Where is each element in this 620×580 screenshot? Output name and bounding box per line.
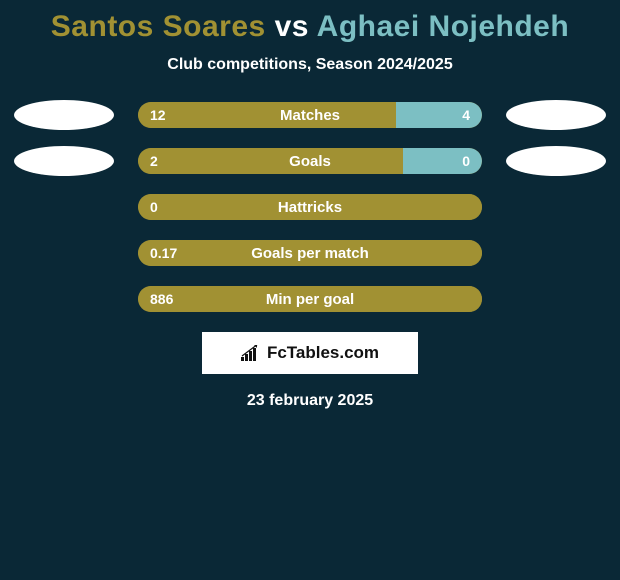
bar-segment-p1: 2 [138, 148, 403, 174]
fctables-logo: FcTables.com [202, 332, 418, 374]
vs-text: vs [275, 10, 309, 43]
subtitle: Club competitions, Season 2024/2025 [0, 56, 620, 74]
stat-bar: 886Min per goal [138, 286, 482, 312]
stat-value-p1: 2 [138, 153, 170, 169]
bar-segment-p1: 0 [138, 194, 482, 220]
player1-ellipse [14, 100, 114, 130]
stat-value-p1: 886 [138, 291, 185, 307]
player2-ellipse [506, 146, 606, 176]
logo-text: FcTables.com [267, 343, 379, 363]
title: Santos Soares vs Aghaei Nojehdeh [0, 10, 620, 44]
stat-bar: 124Matches [138, 102, 482, 128]
stat-value-p2: 0 [450, 153, 482, 169]
comparison-infographic: Santos Soares vs Aghaei Nojehdeh Club co… [0, 0, 620, 410]
date: 23 february 2025 [0, 392, 620, 410]
stat-row: 124Matches [0, 102, 620, 128]
player2-name: Aghaei Nojehdeh [317, 10, 570, 43]
player1-name: Santos Soares [51, 10, 266, 43]
stat-value-p1: 0.17 [138, 245, 189, 261]
bar-segment-p1: 886 [138, 286, 482, 312]
bar-segment-p2: 0 [403, 148, 482, 174]
bar-segment-p1: 12 [138, 102, 396, 128]
stat-bar: 00Hattricks [138, 194, 482, 220]
stat-value-p1: 0 [138, 199, 170, 215]
stat-value-p1: 12 [138, 107, 178, 123]
player1-ellipse [14, 146, 114, 176]
stat-value-p2: 4 [450, 107, 482, 123]
stat-row: 20Goals [0, 148, 620, 174]
stat-row: 00Hattricks [0, 194, 620, 220]
stat-bar: 20Goals [138, 148, 482, 174]
stats-list: 124Matches20Goals00Hattricks0.17Goals pe… [0, 102, 620, 312]
bar-segment-p1: 0.17 [138, 240, 482, 266]
stat-bar: 0.17Goals per match [138, 240, 482, 266]
bar-chart-icon [241, 345, 261, 361]
stat-row: 886Min per goal [0, 286, 620, 312]
stat-row: 0.17Goals per match [0, 240, 620, 266]
bar-segment-p2: 4 [396, 102, 482, 128]
player2-ellipse [506, 100, 606, 130]
